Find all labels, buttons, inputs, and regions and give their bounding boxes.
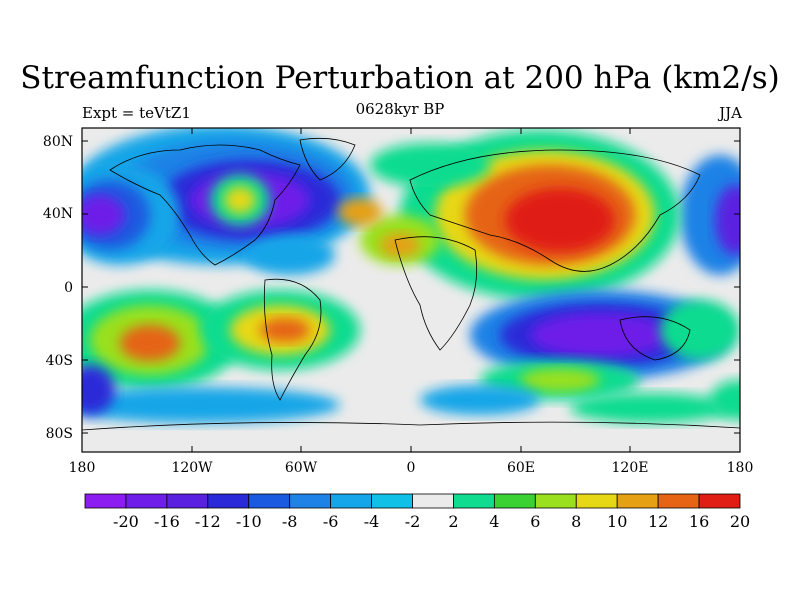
contour-region (520, 368, 600, 392)
lon-label-180w: 180 (68, 460, 96, 476)
lon-label-120e: 120E (611, 460, 649, 476)
contour-region (338, 198, 382, 226)
contour-region (505, 188, 615, 252)
colorbar-label: -16 (153, 512, 180, 531)
contour-region (570, 393, 730, 423)
contour-region (224, 186, 256, 214)
coastline-path (82, 421, 740, 431)
colorbar-swatch (698, 493, 741, 509)
colorbar-label: 10 (607, 512, 628, 531)
contour-region (82, 387, 340, 423)
coastline-path (299, 137, 356, 181)
coastline-path (394, 236, 478, 351)
experiment-label: Expt = teVtZ1 (82, 104, 191, 122)
lon-label-120w: 120W (171, 460, 213, 476)
colorbar-label: 16 (688, 512, 710, 531)
colorbar-swatch (412, 493, 454, 509)
axis-ticks (81, 128, 741, 452)
colorbar-swatch (575, 493, 618, 509)
lat-label-80s: 80S (45, 426, 73, 442)
colorbar-swatch (371, 493, 413, 509)
colorbar-swatch (166, 493, 209, 509)
colorbar (84, 493, 741, 509)
time-label: 0628kyr BP (355, 100, 445, 118)
contour-region (710, 380, 740, 420)
colorbar-label: -10 (235, 512, 262, 531)
coastline-path (409, 149, 701, 272)
map-title: Streamfunction Perturbation at 200 hPa (… (20, 60, 780, 96)
contour-region (82, 365, 115, 415)
lon-label-180e: 180 (726, 460, 754, 476)
colorbar-label: 8 (571, 512, 582, 531)
colorbar-swatch (207, 493, 250, 509)
colorbar-label: -4 (363, 512, 380, 531)
colorbar-label: -6 (322, 512, 339, 531)
contour-region (420, 385, 540, 415)
colorbar-swatch (493, 493, 536, 509)
contour-region (260, 318, 310, 342)
colorbar-label: -2 (404, 512, 421, 531)
colorbar-swatch (657, 493, 700, 509)
lon-label-0: 0 (406, 460, 416, 476)
contour-region (82, 195, 125, 235)
season-label: JJA (719, 104, 742, 122)
coastline-path (263, 278, 322, 401)
colorbar-swatch (534, 493, 577, 509)
lon-label-60e: 60E (506, 460, 536, 476)
colorbar-swatch (330, 493, 372, 509)
lat-label-40n: 40N (42, 206, 73, 222)
coastline-path (109, 144, 301, 266)
colorbar-swatch (616, 493, 659, 509)
colorbar-swatch (289, 493, 332, 509)
colorbar-swatch (125, 493, 168, 509)
lon-label-60w: 60W (284, 460, 318, 476)
lat-label-eq: 0 (64, 280, 73, 296)
colorbar-label: 6 (530, 512, 541, 531)
contour-region (370, 143, 490, 187)
contour-region (660, 300, 740, 360)
contour-region (530, 313, 670, 357)
colorbar-label: -20 (113, 512, 139, 531)
colorbar-swatch (453, 493, 495, 509)
lat-label-80n: 80N (42, 134, 73, 150)
contour-region (715, 185, 740, 255)
contour-region (120, 325, 180, 361)
coastlines (82, 137, 740, 431)
colorbar-label: 4 (489, 512, 500, 531)
coastline-path (619, 316, 691, 361)
contour-region (245, 235, 335, 275)
colorbar-label: -12 (194, 512, 221, 531)
colorbar-label: 12 (647, 512, 669, 531)
lat-label-40s: 40S (45, 353, 73, 369)
colorbar-label: 20 (729, 512, 751, 531)
streamfunction-field (82, 128, 740, 452)
colorbar-label: -8 (281, 512, 298, 531)
colorbar-label: 2 (448, 512, 459, 531)
colorbar-swatch (84, 493, 127, 509)
colorbar-swatch (248, 493, 291, 509)
contour-region (380, 233, 420, 257)
